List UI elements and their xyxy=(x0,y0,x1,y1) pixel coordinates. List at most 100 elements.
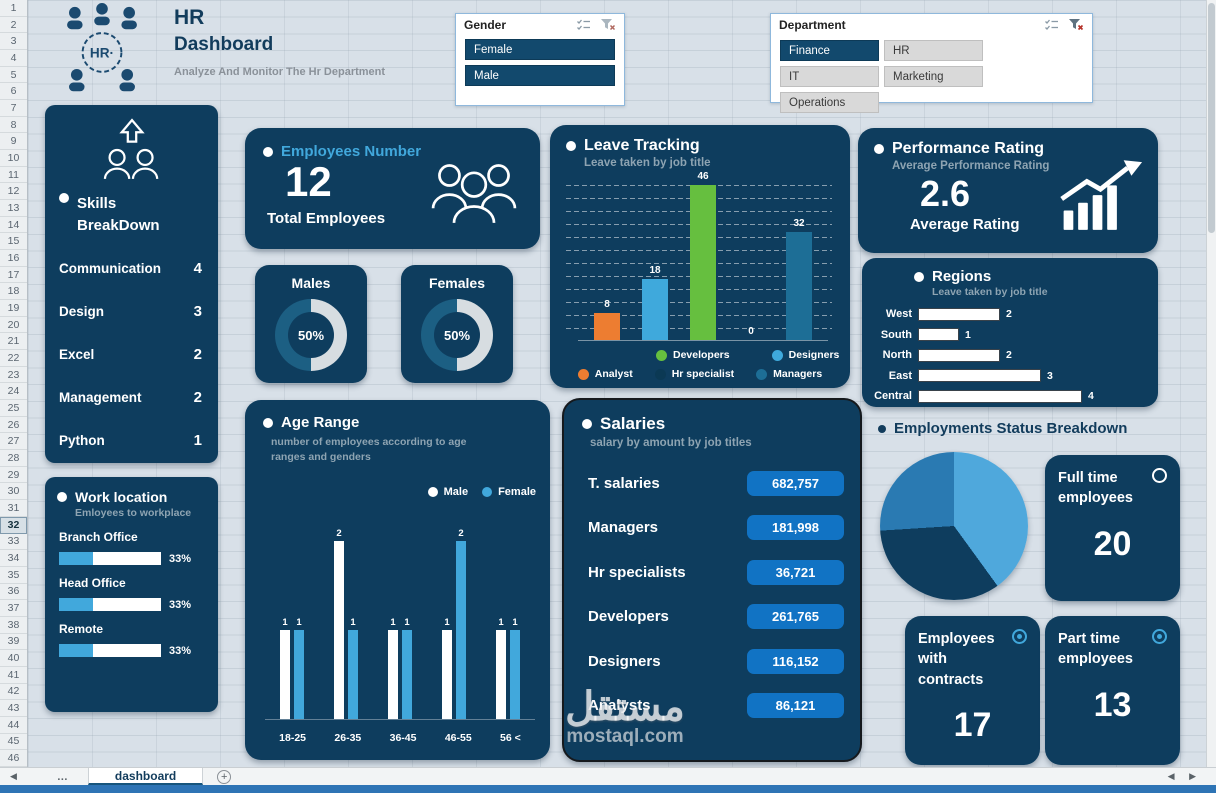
work-location-label: Remote xyxy=(59,622,104,636)
department-option-hr[interactable]: HR xyxy=(884,40,983,61)
row-header-17[interactable]: 17 xyxy=(0,267,27,284)
row-header-37[interactable]: 37 xyxy=(0,600,27,617)
row-header-1[interactable]: 1 xyxy=(0,0,27,17)
row-header-7[interactable]: 7 xyxy=(0,100,27,117)
age-bar-female: 2 xyxy=(456,528,466,719)
work-location-bar xyxy=(59,598,161,611)
row-header-44[interactable]: 44 xyxy=(0,717,27,734)
department-slicer-title: Department xyxy=(779,18,846,32)
row-header-14[interactable]: 14 xyxy=(0,217,27,234)
row-header-26[interactable]: 26 xyxy=(0,417,27,434)
region-bar xyxy=(918,369,1041,383)
row-header-23[interactable]: 23 xyxy=(0,367,27,384)
sheet-nav-left-icon[interactable]: ◀ xyxy=(10,771,17,781)
row-header-4[interactable]: 4 xyxy=(0,50,27,67)
row-header-8[interactable]: 8 xyxy=(0,117,27,134)
salary-value-pill: 261,765 xyxy=(747,604,844,630)
multiselect-icon[interactable] xyxy=(576,18,592,32)
skill-row-management: Management 2 xyxy=(45,376,218,419)
department-option-marketing[interactable]: Marketing xyxy=(884,66,983,87)
clear-filter-icon[interactable] xyxy=(1068,18,1084,32)
salaries-card[interactable]: Salaries salary by amount by job titles … xyxy=(562,398,862,762)
region-row-central: Central 4 xyxy=(862,386,1158,407)
employees-number-card[interactable]: Employees Number 12 Total Employees xyxy=(245,128,540,249)
scrollbar-thumb[interactable] xyxy=(1208,3,1215,233)
row-header-35[interactable]: 35 xyxy=(0,567,27,584)
vertical-scrollbar[interactable] xyxy=(1206,0,1216,767)
age-range-legend: Male Female xyxy=(427,486,536,498)
clear-filter-icon[interactable] xyxy=(600,18,616,32)
add-sheet-button[interactable]: + xyxy=(217,769,232,784)
row-header-22[interactable]: 22 xyxy=(0,350,27,367)
row-header-34[interactable]: 34 xyxy=(0,550,27,567)
row-header-12[interactable]: 12 xyxy=(0,183,27,201)
row-header-11[interactable]: 11 xyxy=(0,167,27,184)
row-header-27[interactable]: 27 xyxy=(0,433,27,451)
department-slicer[interactable]: Department Finance HR IT Marketing Operation… xyxy=(770,13,1093,113)
part-time-employees-card[interactable]: Part time employees 13 xyxy=(1045,616,1180,765)
row-header-33[interactable]: 33 xyxy=(0,534,27,551)
gender-option-male[interactable]: Male xyxy=(465,65,615,86)
row-header-18[interactable]: 18 xyxy=(0,283,27,301)
department-option-finance[interactable]: Finance xyxy=(780,40,879,61)
sheet-list-ellipsis[interactable]: … xyxy=(56,770,70,783)
bullet-icon xyxy=(874,144,884,154)
row-header-30[interactable]: 30 xyxy=(0,483,27,501)
row-header-43[interactable]: 43 xyxy=(0,700,27,717)
females-card[interactable]: Females 50% xyxy=(401,265,513,383)
row-header-21[interactable]: 21 xyxy=(0,333,27,351)
department-option-operations[interactable]: Operations xyxy=(780,92,879,113)
skills-breakdown-card[interactable]: Skills BreakDown Communication 4 Design 3 Ex… xyxy=(45,105,218,463)
row-header-9[interactable]: 9 xyxy=(0,133,27,151)
row-header-28[interactable]: 28 xyxy=(0,450,27,467)
leave-tracking-card[interactable]: Leave Tracking Leave taken by job title … xyxy=(550,125,850,388)
row-header-42[interactable]: 42 xyxy=(0,684,27,701)
work-location-item: Branch Office 33% xyxy=(59,530,218,565)
males-card[interactable]: Males 50% xyxy=(255,265,367,383)
row-header-39[interactable]: 39 xyxy=(0,634,27,651)
row-header-10[interactable]: 10 xyxy=(0,150,27,167)
row-header-3[interactable]: 3 xyxy=(0,33,27,51)
department-option-it[interactable]: IT xyxy=(780,66,879,87)
horizontal-scroll-arrows[interactable]: ◀ ▶ xyxy=(1167,771,1202,781)
sheet-tab-dashboard[interactable]: dashboard xyxy=(87,768,204,785)
row-header-41[interactable]: 41 xyxy=(0,667,27,684)
row-header-6[interactable]: 6 xyxy=(0,83,27,101)
employment-status-pie-chart[interactable] xyxy=(880,452,1028,600)
legend-label: Analyst xyxy=(594,368,633,380)
row-header-32[interactable]: 32 xyxy=(0,516,27,534)
work-location-card[interactable]: Work location Emloyees to workplace Bran… xyxy=(45,477,218,712)
gender-option-female[interactable]: Female xyxy=(465,39,615,60)
row-header-15[interactable]: 15 xyxy=(0,233,27,251)
row-header-40[interactable]: 40 xyxy=(0,650,27,667)
row-header-20[interactable]: 20 xyxy=(0,317,27,334)
region-value: 4 xyxy=(1088,390,1094,403)
legend-dot xyxy=(656,349,667,361)
work-location-bar-fill xyxy=(59,598,93,611)
row-header-2[interactable]: 2 xyxy=(0,17,27,34)
age-bar-female: 1 xyxy=(294,617,304,719)
row-header-45[interactable]: 45 xyxy=(0,734,27,751)
row-header-38[interactable]: 38 xyxy=(0,617,27,634)
row-header-13[interactable]: 13 xyxy=(0,200,27,217)
full-time-employees-card[interactable]: Full time employees 20 xyxy=(1045,455,1180,601)
employees-with-contracts-card[interactable]: Employees with contracts 17 xyxy=(905,616,1040,765)
row-header-19[interactable]: 19 xyxy=(0,300,27,317)
tagline: Analyze And Monitor The Hr Department xyxy=(174,66,386,78)
performance-rating-card[interactable]: Performance Rating Average Performance R… xyxy=(858,128,1158,253)
row-header-25[interactable]: 25 xyxy=(0,400,27,417)
row-header-5[interactable]: 5 xyxy=(0,67,27,84)
row-header-31[interactable]: 31 xyxy=(0,500,27,517)
work-location-bar-row: 33% xyxy=(59,644,218,657)
multiselect-icon[interactable] xyxy=(1044,18,1060,32)
age-range-card[interactable]: Age Range number of employees according … xyxy=(245,400,550,760)
regions-card[interactable]: Regions Leave taken by job title West 2 So… xyxy=(862,258,1158,407)
row-header-24[interactable]: 24 xyxy=(0,383,27,401)
age-bar-value: 2 xyxy=(336,528,342,539)
row-header-29[interactable]: 29 xyxy=(0,467,27,484)
row-header-46[interactable]: 46 xyxy=(0,750,27,767)
gender-slicer[interactable]: Gender Female Male xyxy=(455,13,625,106)
row-header-36[interactable]: 36 xyxy=(0,584,27,601)
row-header-16[interactable]: 16 xyxy=(0,250,27,267)
leave-bar-value: 32 xyxy=(793,218,805,229)
